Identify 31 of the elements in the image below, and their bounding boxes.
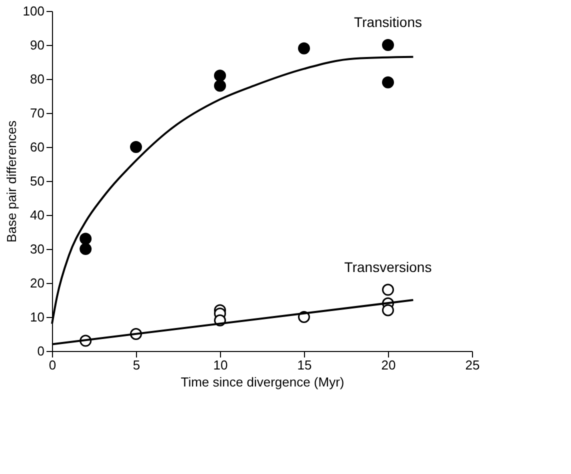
y-tick-label: 30 (30, 242, 44, 256)
x-tick-label: 10 (213, 358, 228, 372)
y-tick-label: 50 (30, 174, 44, 188)
x-tick-label: 0 (48, 358, 56, 372)
series-label: Transversions (344, 258, 432, 275)
point (382, 39, 394, 51)
point (80, 243, 92, 255)
point (298, 42, 310, 54)
y-tick-label: 70 (30, 106, 44, 120)
y-tick-label: 20 (30, 276, 44, 290)
y-tick-label: 40 (30, 208, 44, 222)
point (80, 232, 92, 245)
x-axis-title: Time since divergence (Myr) (180, 374, 344, 390)
series-label: Transitions (354, 14, 422, 30)
point (214, 80, 226, 92)
x-tick-label: 5 (132, 358, 140, 372)
x-tick-label: 15 (297, 358, 312, 372)
point (382, 304, 394, 316)
point (382, 76, 394, 88)
y-axis-title: Base pair differences (4, 120, 19, 242)
y-tick-label: 100 (22, 4, 44, 18)
y-tick-label: 0 (37, 344, 44, 358)
y-tick-label: 60 (30, 140, 44, 154)
x-tick-label: 20 (381, 358, 396, 372)
point (214, 70, 226, 82)
point (382, 284, 394, 296)
point (130, 141, 142, 153)
y-tick-label: 90 (30, 38, 44, 52)
y-tick-label: 80 (30, 72, 44, 86)
x-tick-label: 25 (465, 358, 480, 372)
y-tick-label: 10 (30, 310, 44, 324)
